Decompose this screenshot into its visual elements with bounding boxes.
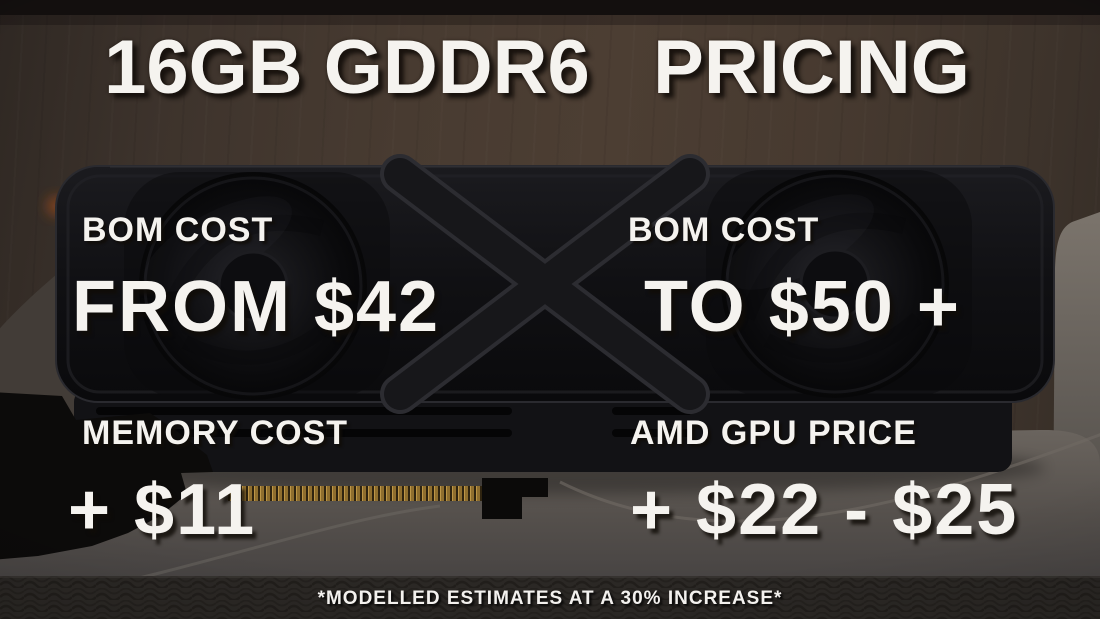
- top-dark-bar: [0, 0, 1100, 25]
- gpu-card: [55, 154, 1055, 519]
- pcie-connector: [228, 486, 482, 501]
- desk-mat: [0, 576, 1100, 619]
- stat-label: AMD GPU PRICE: [630, 414, 917, 452]
- stat-value: + $22 - $25: [630, 470, 1019, 550]
- page-title: 16GB GDDR6 PRICING: [104, 25, 970, 110]
- stat-value: TO $50 +: [644, 267, 961, 347]
- stat-bom-cost-from: BOM COST FROM $42: [72, 212, 440, 344]
- stat-label: BOM COST: [628, 211, 820, 249]
- stat-value: + $11: [68, 470, 257, 550]
- gpu-x-brace: [380, 154, 710, 414]
- stat-memory-cost: MEMORY COST + $11: [68, 415, 348, 547]
- stat-label: BOM COST: [82, 211, 274, 249]
- footnote-disclaimer: *MODELLED ESTIMATES AT A 30% INCREASE*: [317, 588, 783, 609]
- gpu-io-bracket: [0, 392, 213, 560]
- stat-amd-gpu-price: AMD GPU PRICE + $22 - $25: [630, 415, 1018, 547]
- gpu-fan-left: [124, 172, 390, 400]
- stat-label: MEMORY COST: [82, 414, 349, 452]
- gpu-fan-right: [706, 170, 972, 398]
- stat-value: FROM $42: [72, 267, 441, 347]
- stat-bom-cost-to: BOM COST TO $50 +: [628, 212, 961, 344]
